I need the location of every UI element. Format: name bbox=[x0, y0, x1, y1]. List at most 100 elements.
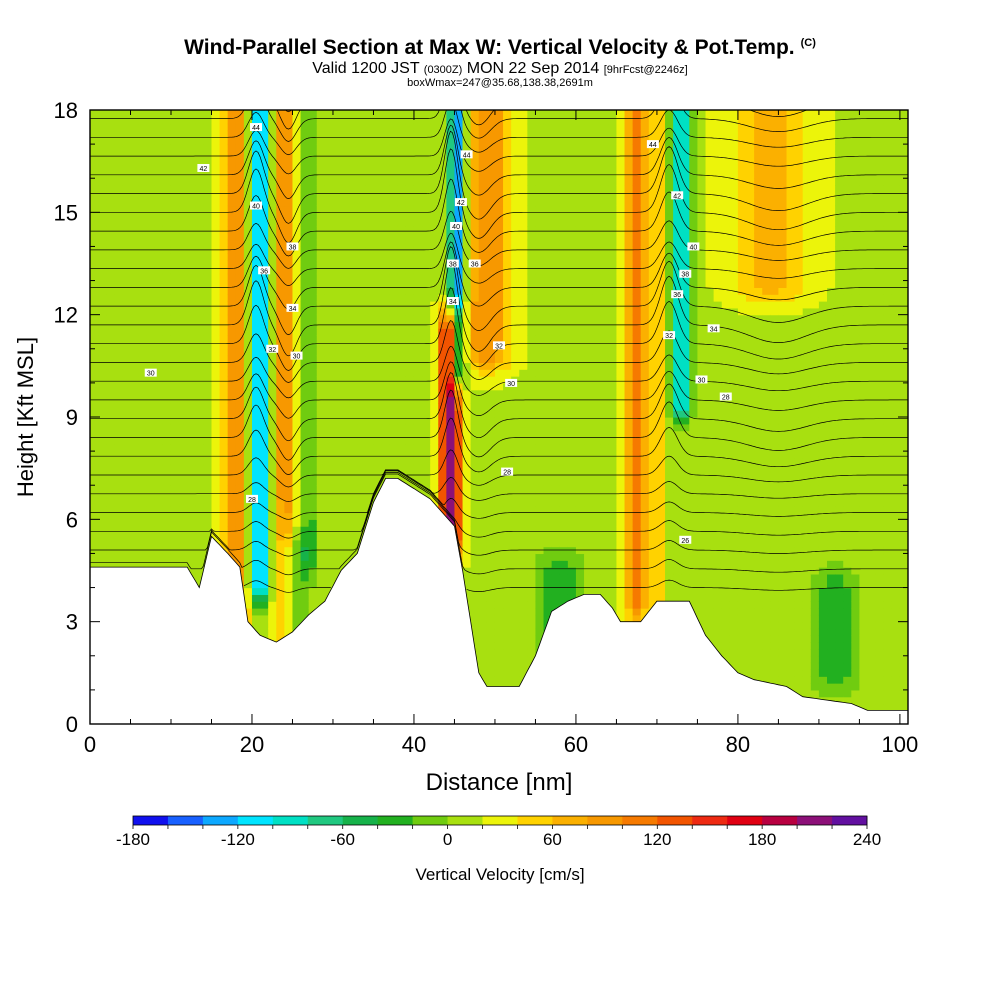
velocity-cell bbox=[503, 144, 512, 152]
velocity-cell bbox=[130, 519, 140, 527]
velocity-cell bbox=[430, 423, 439, 432]
velocity-cell bbox=[503, 198, 512, 207]
velocity-cell bbox=[308, 328, 318, 336]
velocity-cell bbox=[519, 457, 528, 466]
velocity-cell bbox=[235, 178, 245, 186]
velocity-cell bbox=[373, 403, 383, 411]
velocity-cell bbox=[219, 260, 229, 268]
velocity-cell bbox=[519, 492, 528, 500]
velocity-cell bbox=[138, 410, 148, 418]
velocity-cell bbox=[494, 273, 504, 282]
velocity-cell bbox=[187, 280, 196, 288]
velocity-cell bbox=[446, 505, 456, 514]
velocity-cell bbox=[397, 307, 407, 316]
velocity-cell bbox=[154, 526, 164, 534]
velocity-cell bbox=[462, 328, 472, 336]
velocity-cell bbox=[284, 219, 294, 227]
velocity-cell bbox=[413, 253, 423, 261]
velocity-cell bbox=[138, 232, 148, 241]
velocity-cell bbox=[494, 423, 504, 432]
velocity-cell bbox=[454, 526, 464, 534]
velocity-cell bbox=[324, 451, 334, 459]
velocity-cell bbox=[114, 382, 123, 391]
velocity-cell bbox=[373, 451, 383, 459]
velocity-cell bbox=[308, 512, 318, 520]
velocity-cell bbox=[154, 266, 164, 275]
velocity-cell bbox=[438, 171, 447, 179]
velocity-cell bbox=[462, 389, 472, 398]
velocity-cell bbox=[519, 348, 528, 357]
velocity-cell bbox=[211, 410, 221, 418]
velocity-cell bbox=[292, 519, 302, 527]
velocity-cell bbox=[446, 307, 456, 316]
velocity-cell bbox=[162, 376, 172, 384]
velocity-cell bbox=[357, 301, 366, 309]
velocity-cell bbox=[260, 614, 269, 623]
velocity-cell bbox=[389, 205, 399, 213]
velocity-cell bbox=[413, 212, 423, 220]
velocity-cell bbox=[138, 478, 148, 486]
velocity-cell bbox=[430, 123, 439, 132]
velocity-cell bbox=[373, 232, 383, 241]
velocity-cell bbox=[292, 492, 302, 500]
velocity-cell bbox=[503, 205, 512, 213]
velocity-cell bbox=[138, 287, 148, 295]
velocity-cell bbox=[308, 239, 318, 248]
velocity-cell bbox=[300, 130, 310, 138]
velocity-cell bbox=[478, 130, 488, 138]
velocity-cell bbox=[227, 396, 237, 404]
velocity-cell bbox=[251, 110, 261, 118]
velocity-cell bbox=[260, 362, 269, 370]
velocity-cell bbox=[438, 389, 447, 398]
velocity-cell bbox=[146, 382, 156, 391]
velocity-cell bbox=[535, 573, 545, 582]
velocity-cell bbox=[170, 232, 180, 241]
velocity-cell bbox=[268, 307, 277, 316]
velocity-cell bbox=[292, 410, 302, 418]
velocity-cell bbox=[486, 335, 496, 343]
velocity-cell bbox=[341, 294, 350, 302]
velocity-cell bbox=[341, 219, 350, 227]
velocity-cell bbox=[179, 539, 188, 548]
velocity-cell bbox=[260, 512, 269, 520]
velocity-cell bbox=[187, 335, 196, 343]
velocity-cell bbox=[284, 471, 294, 479]
velocity-cell bbox=[211, 144, 221, 152]
velocity-cell bbox=[98, 492, 107, 500]
velocity-cell bbox=[268, 580, 277, 589]
velocity-cell bbox=[373, 219, 383, 227]
velocity-cell bbox=[284, 498, 294, 507]
velocity-cell bbox=[527, 253, 537, 261]
velocity-cell bbox=[381, 110, 391, 118]
velocity-cell bbox=[494, 587, 504, 595]
velocity-cell bbox=[446, 396, 456, 404]
velocity-cell bbox=[511, 116, 520, 125]
velocity-cell bbox=[430, 457, 439, 466]
velocity-cell bbox=[357, 123, 366, 132]
velocity-cell bbox=[260, 219, 269, 227]
velocity-cell bbox=[260, 287, 269, 295]
velocity-cell bbox=[413, 355, 423, 364]
velocity-cell bbox=[138, 369, 148, 377]
velocity-cell bbox=[349, 266, 358, 275]
velocity-cell bbox=[341, 287, 350, 295]
velocity-cell bbox=[430, 110, 439, 118]
velocity-cell bbox=[446, 382, 456, 391]
velocity-cell bbox=[430, 171, 439, 179]
velocity-cell bbox=[130, 539, 140, 548]
velocity-cell bbox=[446, 123, 456, 132]
velocity-cell bbox=[324, 560, 334, 568]
velocity-cell bbox=[519, 410, 528, 418]
velocity-cell bbox=[486, 396, 496, 404]
velocity-cell bbox=[227, 519, 237, 527]
velocity-cell bbox=[170, 382, 180, 391]
velocity-cell bbox=[494, 171, 504, 179]
velocity-cell bbox=[438, 191, 447, 200]
velocity-cell bbox=[381, 382, 391, 391]
velocity-cell bbox=[243, 423, 253, 432]
velocity-cell bbox=[519, 157, 528, 166]
velocity-cell bbox=[478, 314, 488, 323]
velocity-cell bbox=[292, 362, 302, 370]
velocity-cell bbox=[276, 621, 285, 630]
velocity-cell bbox=[503, 137, 512, 145]
